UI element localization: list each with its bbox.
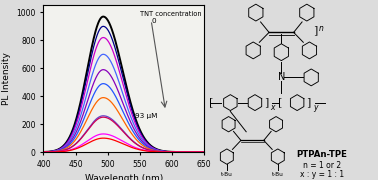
Text: [: [ [209,98,214,108]
Text: PTPAn-TPE: PTPAn-TPE [296,150,347,159]
Y-axis label: PL Intensity: PL Intensity [2,52,11,105]
Text: N: N [277,72,285,82]
Text: ]: ] [306,98,310,108]
Text: ]: ] [313,26,318,36]
Text: y: y [313,103,318,112]
Text: n = 1 or 2: n = 1 or 2 [303,161,341,170]
Text: x : y = 1 : 1: x : y = 1 : 1 [300,170,344,179]
Text: t-Bu: t-Bu [221,172,233,177]
Text: TNT concentration: TNT concentration [140,11,201,17]
Text: 0: 0 [151,18,156,24]
Text: [: [ [278,98,282,108]
Text: 93 μM: 93 μM [135,113,157,119]
Text: t-Bu: t-Bu [272,172,284,177]
Text: ]: ] [264,98,268,108]
Text: x: x [270,103,274,112]
Text: n: n [319,24,324,33]
X-axis label: Wavelength (nm): Wavelength (nm) [85,174,163,180]
